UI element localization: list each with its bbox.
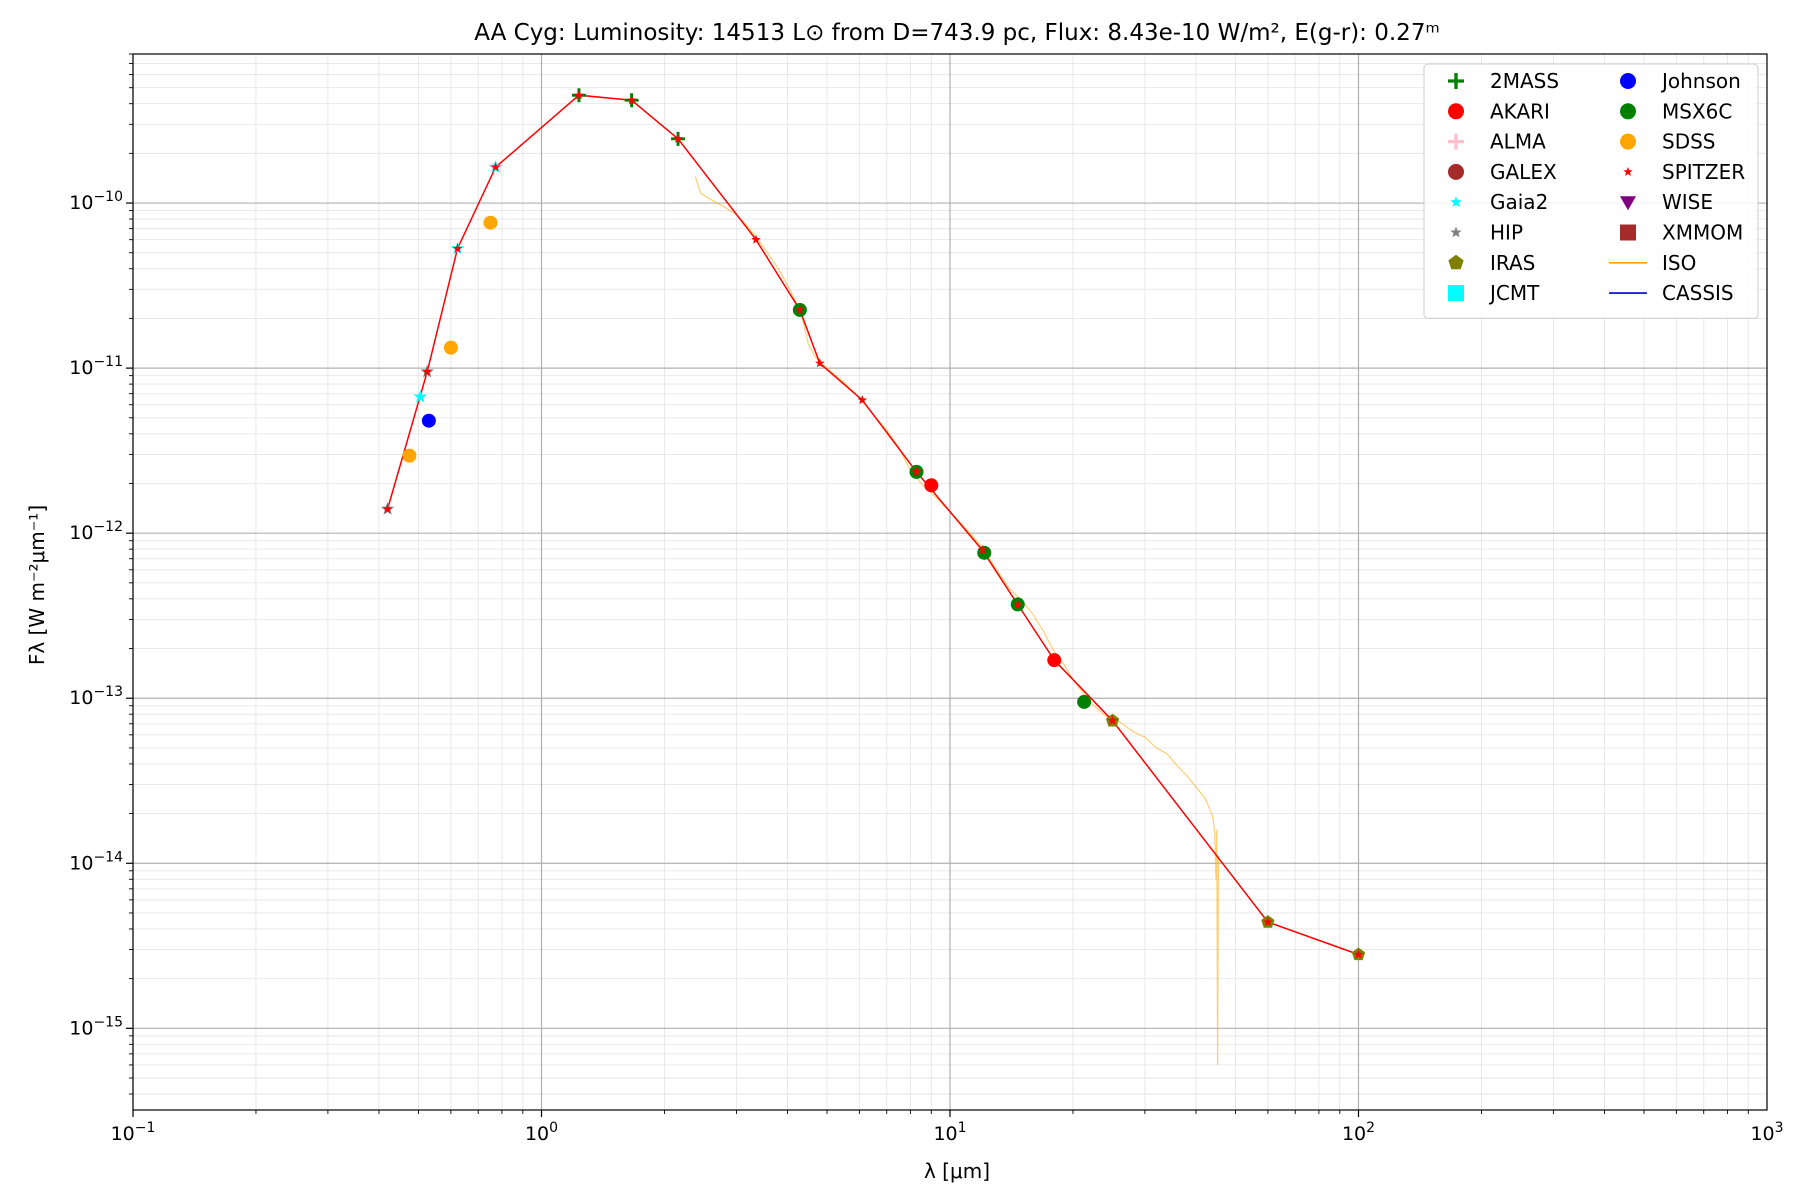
legend-label-gaia2: Gaia2 [1490,190,1548,214]
y-tick-label: 10−13 [69,684,123,709]
legend-marker-alma [1448,133,1464,150]
legend-item-akari: AKARI [1448,99,1550,123]
legend-item-cassis: CASSIS [1609,281,1734,305]
x-tick-label: 100 [525,1120,558,1145]
legend-label-galex: GALEX [1490,160,1557,184]
legend-label-johnson: Johnson [1660,69,1741,93]
legend-label-wise: WISE [1662,190,1713,214]
legend-item-2mass: 2MASS [1448,69,1559,93]
legend-item-spitzer: SPITZER [1623,160,1745,184]
marker-akari [924,478,939,493]
marker-spitzer [1353,949,1364,959]
legend-marker-iras [1448,254,1464,270]
legend-box [1423,63,1759,319]
legend-item-xmmom: XMMOM [1620,221,1743,245]
x-tick-label: 101 [933,1120,966,1145]
marker-spitzer [382,504,393,514]
marker-spitzer [1012,599,1023,609]
legend-marker-msx6c [1620,103,1636,120]
legend-marker-akari [1448,103,1464,120]
legend-label-alma: ALMA [1490,130,1546,154]
marker-spitzer [574,90,584,100]
legend-marker-spitzer [1623,166,1633,176]
legend-label-jcmt: JCMT [1488,281,1540,305]
legend-item-jcmt: JCMT [1448,281,1540,305]
marker-spitzer [911,466,922,476]
marker-spitzer [1263,917,1273,927]
x-tick-label: 102 [1342,1120,1375,1145]
y-tick-label: 10−12 [69,519,123,544]
legend: 2MASS AKARI ALMA GALEX Gaia2 HIP IRAS JCMT Johns… [1423,63,1759,319]
legend-marker-2mass [1448,73,1464,89]
legend-marker-galex [1448,163,1464,180]
tick-labels: 10−1 100 101 102 103 10−15 10−14 10−13 10−12 10−1… [69,189,1783,1145]
legend-label-iras: IRAS [1490,251,1535,275]
legend-item-sdss: SDSS [1620,130,1716,154]
legend-item-hip: HIP [1450,221,1523,245]
legend-label-cassis: CASSIS [1662,281,1734,305]
legend-marker-sdss [1620,133,1636,150]
marker-gaia2 [413,389,427,403]
plot-area [132,53,1768,1111]
marker-spitzer [490,162,501,172]
legend-item-iso: ISO [1609,251,1696,275]
marker-spitzer [673,133,683,143]
marker-spitzer [795,304,805,315]
marker-spitzer [1049,655,1060,665]
x-tick-label: 103 [1750,1120,1783,1145]
legend-item-gaia2: Gaia2 [1450,190,1548,214]
legend-item-johnson: Johnson [1620,69,1741,93]
marker-sdss [402,448,417,463]
sed-model-line [386,94,1359,956]
marker-spitzer [422,366,432,376]
marker-spitzer [857,395,868,405]
marker-msx6c [1077,694,1092,709]
legend-item-wise: WISE [1620,190,1713,214]
legend-item-msx6c: MSX6C [1620,99,1732,123]
spectrum-iso [694,176,1219,1065]
marker-spitzer [626,95,637,105]
y-tick-label: 10−11 [69,354,123,379]
marker-spitzer [815,358,825,368]
legend-marker-gaia2 [1450,196,1462,208]
legend-marker-wise [1620,196,1636,211]
chart-title: AA Cyg: Luminosity: 14513 L⊙ from D=743.… [474,20,1440,46]
y-tick-label: 10−14 [69,849,123,874]
legend-marker-johnson [1620,73,1636,89]
legend-label-iso: ISO [1662,251,1696,275]
y-tick-label: 10−15 [69,1014,123,1039]
spectra [694,176,1219,1065]
legend-label-sdss: SDSS [1662,130,1716,154]
x-tick-label: 10−1 [111,1120,156,1145]
sed-line [386,94,1359,956]
marker-spitzer [977,545,988,555]
legend-label-xmmom: XMMOM [1662,221,1743,245]
legend-marker-xmmom [1620,224,1636,241]
y-tick-label: 10−10 [69,189,123,214]
marker-spitzer [1107,715,1118,725]
y-axis-label: Fλ [W m⁻²μm⁻¹] [25,505,49,665]
legend-label-akari: AKARI [1490,99,1550,123]
markers [380,88,1366,961]
legend-label-hip: HIP [1490,221,1523,245]
marker-johnson [421,413,436,428]
legend-marker-jcmt [1448,285,1464,302]
marker-spitzer [751,234,761,244]
legend-label-spitzer: SPITZER [1662,160,1745,184]
legend-item-iras: IRAS [1448,251,1535,275]
legend-marker-hip [1450,226,1462,238]
legend-label-msx6c: MSX6C [1662,99,1732,123]
legend-label-2mass: 2MASS [1490,69,1559,93]
axis-ticks [126,53,1749,1117]
marker-sdss [483,215,498,230]
marker-spitzer [452,243,463,253]
x-axis-label: λ [μm] [924,1159,990,1183]
marker-sdss [443,340,458,355]
legend-item-alma: ALMA [1448,130,1546,154]
legend-item-galex: GALEX [1448,160,1557,184]
